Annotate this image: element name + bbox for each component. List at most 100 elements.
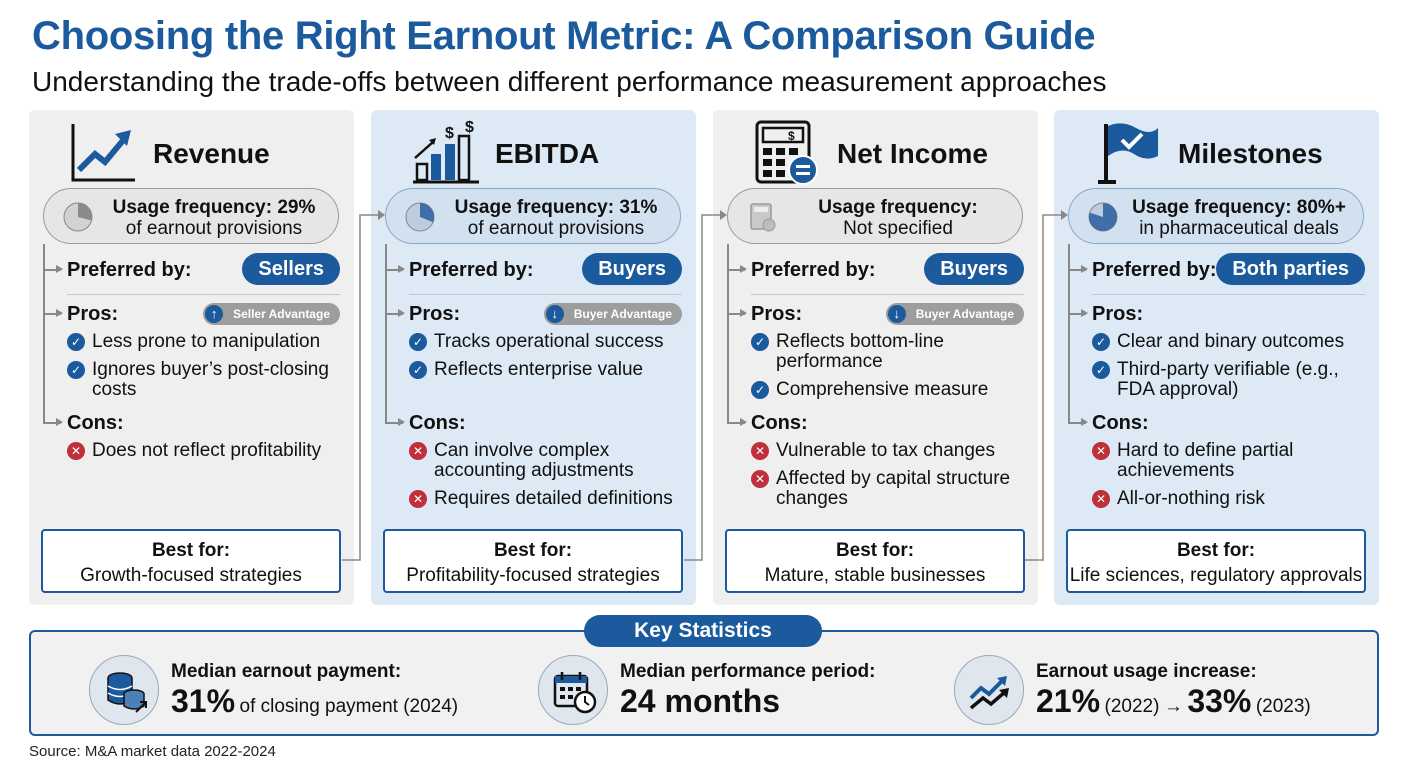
best-for-value: Mature, stable businesses (764, 565, 986, 586)
usage-frequency: Usage frequency: 80%+ in pharmaceutical … (1068, 188, 1364, 244)
best-for-box: Best for: Life sciences, regulatory appr… (1066, 529, 1366, 593)
pro-item: ✓ Tracks operational success (409, 332, 684, 352)
usage-line-2: Not specified (843, 218, 953, 239)
svg-text:$: $ (788, 129, 795, 143)
pro-item: ✓ Less prone to manipulation (67, 332, 342, 352)
arrow-stub (727, 419, 747, 425)
usage-line-1: Usage frequency: 80%+ (1132, 197, 1346, 218)
usage-line-1: Usage frequency: 29% (112, 197, 316, 218)
usage-frequency: Usage frequency: 31% of earnout provisio… (385, 188, 681, 244)
connector-arrow (1025, 210, 1068, 561)
divider (751, 294, 1024, 295)
card-revenue: Revenue Usage frequency: 29% of earnout … (29, 110, 354, 605)
card-header: Revenue (29, 118, 354, 188)
preferred-badge: Buyers (924, 253, 1024, 285)
cons-label: Cons: (409, 412, 466, 434)
stat-median-payment: Median earnout payment: 31% of closing p… (89, 655, 489, 727)
usage-line-2: in pharmaceutical deals (1139, 218, 1339, 239)
arrow-stub (43, 310, 63, 316)
tree-line (385, 244, 387, 422)
pie-icon (405, 202, 435, 232)
pie-icon (63, 202, 93, 232)
check-icon: ✓ (67, 333, 85, 351)
calculator-icon: $ (755, 120, 818, 185)
source-note: Source: M&A market data 2022-2024 (29, 743, 276, 760)
card-header: Milestones (1054, 118, 1379, 188)
calendar-clock-icon (538, 655, 608, 725)
preferred-by-label: Preferred by: (409, 259, 534, 281)
check-icon: ✓ (409, 333, 427, 351)
arrow-stub (1068, 310, 1088, 316)
stat-value: 24 months (620, 683, 781, 719)
best-for-label: Best for: (151, 540, 231, 561)
cons-label: Cons: (67, 412, 124, 434)
tree-line (1068, 244, 1070, 422)
divider (409, 294, 682, 295)
preferred-badge: Both parties (1216, 253, 1365, 285)
divider (67, 294, 340, 295)
con-item: ✕ Requires detailed definitions (409, 489, 684, 509)
connector-arrow (684, 210, 727, 561)
arrow-stub (727, 266, 747, 272)
best-for-box: Best for: Profitability-focused strategi… (383, 529, 683, 593)
arrow-stub (385, 419, 405, 425)
stat-value: 21% (2022) → 33% (2023) (1036, 683, 1311, 719)
advantage-badge: ↓ Buyer Advantage (543, 303, 682, 325)
best-for-box: Best for: Mature, stable businesses (725, 529, 1025, 593)
cross-icon: ✕ (409, 442, 427, 460)
stat-value: 31% of closing payment (2024) (171, 683, 459, 719)
page-subtitle: Understanding the trade-offs between dif… (32, 66, 1107, 97)
bar-chart-dollar-icon: $ $ (413, 120, 479, 184)
pie-slice (78, 203, 92, 221)
arrow-down-icon: ↓ (545, 305, 564, 323)
arrow-down-icon: ↓ (887, 305, 906, 323)
check-icon: ✓ (751, 381, 769, 399)
cross-icon: ✕ (751, 470, 769, 488)
pie-slice (420, 203, 435, 223)
usage-line-2: of earnout provisions (125, 218, 303, 239)
usage-line-1: Usage frequency: 31% (454, 197, 658, 218)
card-title: Net Income (837, 138, 988, 169)
key-statistics-heading: Key Statistics (584, 615, 822, 647)
arrow-stub (727, 310, 747, 316)
stat-usage-increase: Earnout usage increase: 21% (2022) → 33%… (954, 655, 1354, 727)
cross-icon: ✕ (409, 490, 427, 508)
svg-text:$: $ (465, 120, 474, 136)
arrow-stub (43, 266, 63, 272)
con-item: ✕ Affected by capital structure changes (751, 469, 1026, 509)
cons-label: Cons: (751, 412, 808, 434)
cross-icon: ✕ (1092, 442, 1110, 460)
pro-item: ✓ Reflects bottom-line performance (751, 332, 1026, 372)
cross-icon: ✕ (67, 442, 85, 460)
arrow-stub (1068, 266, 1088, 272)
check-icon: ✓ (751, 333, 769, 351)
con-item: ✕ Does not reflect profitability (67, 441, 342, 461)
pros-label: Pros: (409, 303, 461, 325)
usage-line-1: Usage frequency: (818, 197, 978, 218)
usage-frequency: Usage frequency: Not specified (727, 188, 1023, 244)
best-for-label: Best for: (1176, 540, 1256, 561)
preferred-by-label: Preferred by: (751, 259, 876, 281)
card-milestones: Milestones Usage frequency: 80%+ in phar… (1054, 110, 1379, 605)
pro-item: ✓ Clear and binary outcomes (1092, 332, 1367, 352)
cross-icon: ✕ (751, 442, 769, 460)
pro-item: ✓ Ignores buyer’s post-closing costs (67, 360, 342, 400)
card-header: $ Net Income (713, 118, 1038, 188)
best-for-value: Profitability-focused strategies (406, 565, 660, 586)
cons-label: Cons: (1092, 412, 1149, 434)
best-for-label: Best for: (493, 540, 573, 561)
con-item: ✕ Hard to define partial achievements (1092, 441, 1367, 481)
advantage-badge: ↓ Buyer Advantage (885, 303, 1024, 325)
check-icon: ✓ (1092, 333, 1110, 351)
tree-line (727, 244, 729, 422)
best-for-box: Best for: Growth-focused strategies (41, 529, 341, 593)
advantage-badge: ↑ Seller Advantage (203, 303, 340, 325)
card-ebitda: $ $ EBITDA Usage frequency: 31% of earno… (371, 110, 696, 605)
preferred-by-label: Preferred by: (67, 259, 192, 281)
pros-label: Pros: (67, 303, 119, 325)
best-for-value: Growth-focused strategies (80, 565, 302, 586)
flag-icon (1098, 123, 1158, 184)
pro-item: ✓ Third-party verifiable (e.g., FDA appro… (1092, 360, 1367, 400)
preferred-by-label: Preferred by: (1092, 259, 1217, 281)
divider (1092, 294, 1365, 295)
